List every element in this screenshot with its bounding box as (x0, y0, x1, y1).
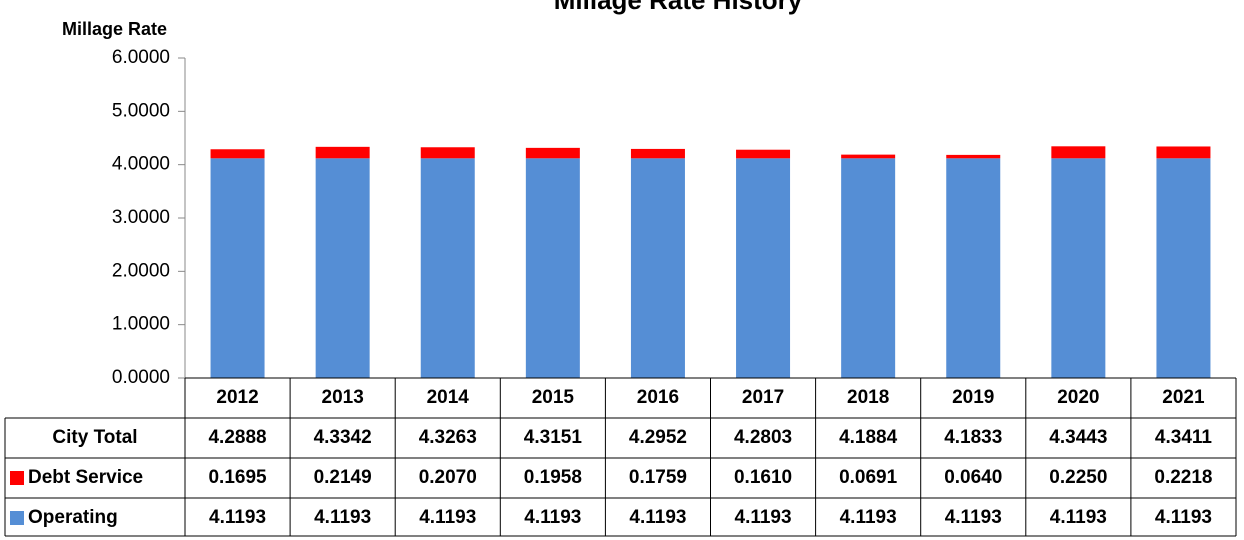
y-tick-label: 1.0000 (112, 314, 170, 335)
y-tick-label: 5.0000 (112, 100, 170, 121)
table-value: 4.2888 (208, 427, 266, 448)
x-tick-label: 2018 (847, 387, 889, 408)
table-value: 0.1759 (629, 467, 687, 488)
table-value: 0.0691 (839, 467, 898, 488)
bar (630, 158, 685, 378)
table-value: 4.1884 (839, 427, 898, 448)
x-tick-label: 2015 (532, 387, 575, 408)
bar (630, 148, 685, 159)
y-tick-label: 0.0000 (112, 367, 170, 388)
table-value: 0.1610 (734, 467, 792, 488)
y-tick-label: 6.0000 (112, 47, 170, 68)
legend-swatch (10, 511, 24, 525)
table-value: 0.0640 (944, 467, 1002, 488)
x-tick-label: 2020 (1057, 387, 1099, 408)
table-value: 4.2803 (734, 427, 792, 448)
chart-title: Millage Rate History (554, 0, 803, 15)
table-value: 4.1193 (314, 507, 371, 528)
table-value: 0.2250 (1049, 467, 1107, 488)
table-value: 0.2149 (314, 467, 372, 488)
legend-label: Debt Service (28, 467, 143, 488)
table-value: 0.1695 (208, 467, 267, 488)
bar (315, 158, 370, 378)
y-tick-label: 2.0000 (112, 260, 170, 281)
table-value: 4.2952 (629, 427, 687, 448)
bar (210, 149, 265, 159)
table-value: 4.3263 (419, 427, 477, 448)
bar (946, 158, 1001, 378)
x-tick-label: 2012 (216, 387, 258, 408)
x-tick-label: 2017 (742, 387, 784, 408)
legend-swatch (10, 471, 24, 485)
table-value: 4.1193 (419, 507, 476, 528)
table-value: 4.3342 (314, 427, 372, 448)
table-value: 0.1958 (524, 467, 582, 488)
legend-label: Operating (28, 507, 118, 528)
table-value: 4.1193 (209, 507, 266, 528)
x-tick-label: 2019 (952, 387, 994, 408)
table-value: 4.1833 (944, 427, 1002, 448)
y-tick-label: 4.0000 (112, 154, 170, 175)
x-tick-label: 2016 (637, 387, 679, 408)
table-value: 4.1193 (945, 507, 1002, 528)
bar (736, 149, 791, 159)
table-value: 0.2070 (419, 467, 477, 488)
table-value: 0.2218 (1154, 467, 1212, 488)
x-tick-label: 2021 (1162, 387, 1205, 408)
table-value: 4.3411 (1155, 427, 1212, 448)
bar (420, 147, 475, 159)
y-tick-label: 3.0000 (112, 207, 170, 228)
y-axis-title: Millage Rate (62, 19, 167, 39)
table-value: 4.3151 (524, 427, 583, 448)
bar (210, 158, 265, 378)
bar (736, 158, 791, 378)
bar (420, 158, 475, 378)
table-value: 4.1193 (1050, 507, 1107, 528)
row-label: City Total (52, 427, 137, 448)
bar (946, 154, 1001, 159)
bar (1051, 158, 1106, 378)
table-value: 4.1193 (1155, 507, 1212, 528)
bar (841, 158, 896, 378)
table-value: 4.1193 (840, 507, 897, 528)
bar (315, 146, 370, 159)
bar (1051, 146, 1106, 159)
table-value: 4.3443 (1049, 427, 1107, 448)
bar (841, 154, 896, 159)
bar (525, 158, 580, 378)
x-tick-label: 2014 (427, 387, 470, 408)
bar (525, 147, 580, 159)
table-value: 4.1193 (629, 507, 686, 528)
x-tick-label: 2013 (322, 387, 364, 408)
bar (1156, 146, 1211, 159)
table-value: 4.1193 (735, 507, 792, 528)
table-value: 4.1193 (524, 507, 581, 528)
bar (1156, 158, 1211, 378)
